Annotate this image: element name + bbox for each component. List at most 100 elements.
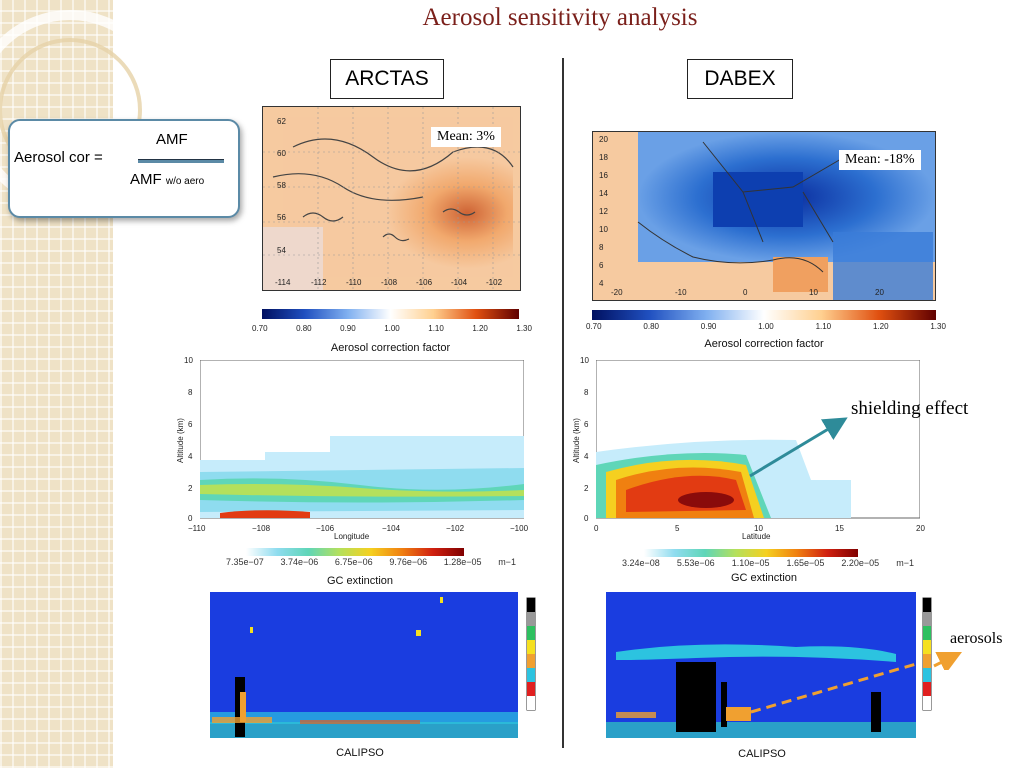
slide-title: Aerosol sensitivity analysis — [422, 4, 698, 31]
dabex-lon-tick: 0 — [743, 288, 748, 297]
arctas-profile-ytick: 8 — [188, 388, 193, 397]
dabex-profile-xtick: 5 — [675, 524, 680, 533]
arctas-profile-ylabel: Altitude (km) — [175, 418, 185, 463]
dabex-map: 20 18 16 14 12 10 8 6 4 -20 -10 0 10 20 … — [592, 131, 936, 301]
arctas-heading: ARCTAS — [330, 59, 444, 99]
arctas-lat-tick: 56 — [277, 213, 286, 222]
dabex-profile-ytick: 6 — [584, 420, 589, 429]
cb-tick: 1.20 — [472, 324, 488, 333]
cb-tick: 0.90 — [340, 324, 356, 333]
cb-label: 2.20e−05 — [841, 558, 880, 568]
dabex-lat-tick: 4 — [599, 279, 604, 288]
dabex-lon-tick: -20 — [611, 288, 623, 297]
dabex-map-caption: Aerosol correction factor — [704, 338, 824, 350]
arctas-lon-tick: -104 — [451, 278, 468, 287]
cb-label: 6.75e−06 — [334, 557, 373, 567]
arctas-profile-xtick: −108 — [252, 524, 271, 533]
dabex-profile-ytick: 4 — [584, 452, 589, 461]
arctas-lon-tick: -106 — [416, 278, 433, 287]
cb-unit: m−1 — [498, 557, 516, 567]
cb-tick: 1.20 — [872, 322, 889, 331]
dabex-extinction-colorbar — [644, 549, 858, 557]
cb-tick: 1.30 — [930, 322, 946, 331]
arctas-profile-xtick: −100 — [510, 524, 529, 533]
formula-denominator: AMF w/o aero — [130, 171, 204, 188]
arctas-profile-plot — [200, 360, 524, 519]
arctas-colorbar — [262, 309, 519, 319]
arctas-profile-ytick: 6 — [188, 420, 193, 429]
dabex-profile-xlabel: Latitude — [742, 532, 771, 541]
arctas-lon-tick: -102 — [486, 278, 503, 287]
aerosols-label: aerosols — [950, 630, 1003, 647]
dabex-mean-label: Mean: -18% — [839, 150, 921, 170]
dabex-lon-tick: 20 — [875, 288, 884, 297]
cb-label: 1.65e−05 — [786, 558, 825, 568]
dabex-lat-tick: 16 — [599, 171, 608, 180]
formula-lhs: Aerosol cor = — [14, 149, 103, 166]
arctas-lat-tick: 54 — [277, 246, 286, 255]
fraction-bar — [138, 159, 224, 163]
arctas-extinction-colorbar — [246, 548, 464, 556]
dabex-profile-ylabel: Altitude (km) — [571, 418, 581, 463]
arctas-profile-xlabel: Longitude — [334, 532, 370, 541]
dabex-profile-xtick: 15 — [835, 524, 844, 533]
formula-numerator: AMF — [156, 131, 188, 148]
dabex-profile-xtick: 0 — [594, 524, 599, 533]
formula-denominator-text: AMF — [130, 171, 162, 188]
cb-label: 1.28e−05 — [443, 557, 482, 567]
center-divider — [562, 58, 564, 748]
dabex-lon-tick: 10 — [809, 288, 818, 297]
arctas-lon-tick: -112 — [311, 278, 327, 287]
cb-unit: m−1 — [896, 558, 914, 568]
dabex-profile-ytick: 0 — [584, 514, 589, 523]
arctas-lat-tick: 60 — [277, 149, 286, 158]
calipso-right — [596, 592, 940, 742]
cb-tick: 1.10 — [815, 322, 832, 331]
calipso-left — [200, 592, 540, 742]
cb-tick: 0.70 — [252, 324, 268, 333]
dabex-profile-plot — [596, 360, 920, 519]
dabex-lat-tick: 10 — [599, 225, 608, 234]
cb-label: 9.76e−06 — [389, 557, 428, 567]
dabex-lon-tick: -10 — [675, 288, 687, 297]
cb-tick: 0.80 — [643, 322, 659, 331]
calipso-left-plot — [210, 592, 536, 738]
cb-label: 1.10e−05 — [731, 558, 770, 568]
arctas-lat-tick: 62 — [277, 117, 286, 126]
arctas-lat-tick: 58 — [277, 181, 286, 190]
arctas-map: 62 60 58 56 54 -114 -112 -110 -108 -106 … — [262, 106, 521, 291]
cb-label: 7.35e−07 — [226, 557, 264, 567]
cb-tick: 1.10 — [428, 324, 444, 333]
cb-label: 3.24e−08 — [622, 558, 660, 568]
calipso-right-caption: CALIPSO — [738, 748, 786, 760]
dabex-lat-tick: 14 — [599, 189, 608, 198]
arctas-profile-ytick: 0 — [188, 514, 193, 523]
arctas-lon-tick: -108 — [381, 278, 398, 287]
arctas-profile-ytick: 10 — [184, 356, 193, 365]
arctas-profile-xtick: −102 — [446, 524, 465, 533]
arctas-map-caption: Aerosol correction factor — [330, 342, 451, 354]
shielding-arrow-icon — [749, 417, 848, 478]
dabex-heading: DABEX — [687, 59, 793, 99]
arctas-profile-ytick: 4 — [188, 452, 193, 461]
cb-tick: 1.00 — [384, 324, 400, 333]
dabex-lat-tick: 8 — [599, 243, 604, 252]
dabex-lat-tick: 18 — [599, 153, 608, 162]
arctas-profile-xtick: −104 — [382, 524, 401, 533]
arctas-extinction-labels: 7.35e−07 3.74e−06 6.75e−06 9.76e−06 1.28… — [226, 557, 516, 567]
dabex-extinction-caption: GC extinction — [730, 572, 798, 584]
dabex-profile: 10 8 6 4 2 0 Altitude (km) 0 5 10 15 20 … — [566, 356, 936, 541]
dabex-lat-tick: 12 — [599, 207, 608, 216]
dabex-profile-ytick: 2 — [584, 484, 589, 493]
dabex-profile-ytick: 10 — [580, 356, 589, 365]
arctas-lon-tick: -110 — [346, 278, 362, 287]
arctas-profile-ytick: 2 — [188, 484, 193, 493]
formula-denominator-sub: w/o aero — [165, 176, 205, 187]
cb-label: 3.74e−06 — [280, 557, 319, 567]
arctas-profile: 10 8 6 4 2 0 Altitude (km) −110 −108 −10… — [170, 356, 540, 541]
dabex-profile-ytick: 8 — [584, 388, 589, 397]
arctas-profile-xtick: −106 — [316, 524, 335, 533]
arctas-lon-tick: -114 — [275, 278, 291, 287]
arctas-profile-xtick: −110 — [188, 524, 206, 533]
dabex-lat-tick: 6 — [599, 261, 604, 270]
